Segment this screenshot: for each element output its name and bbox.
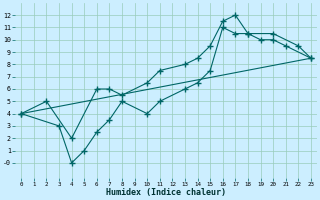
X-axis label: Humidex (Indice chaleur): Humidex (Indice chaleur) [106,188,226,197]
